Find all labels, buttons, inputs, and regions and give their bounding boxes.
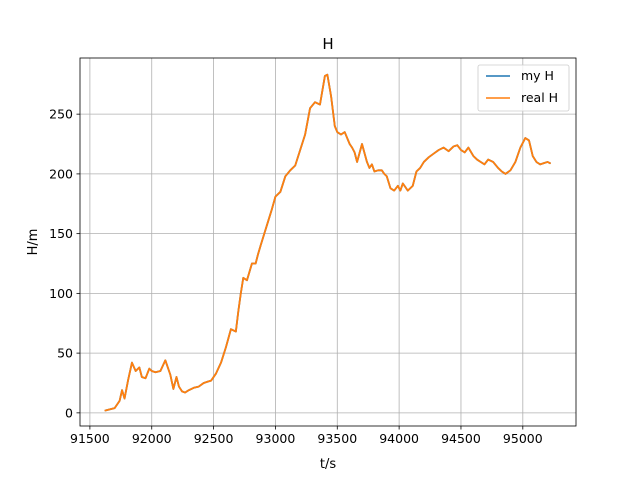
y-tick-label: 50 — [57, 346, 73, 361]
axes-frame — [79, 57, 577, 427]
y-tick-label: 200 — [49, 166, 73, 181]
y-tick-label: 150 — [49, 226, 73, 241]
legend-label-my-h: my H — [521, 68, 554, 83]
chart-title: H — [322, 35, 333, 53]
x-tick-label: 92500 — [194, 431, 234, 446]
x-tick-label: 95000 — [503, 431, 543, 446]
y-axis-label: H/m — [26, 229, 41, 256]
grid — [80, 58, 576, 426]
y-axis-ticks: 0 50 100 150 200 250 — [49, 107, 80, 420]
x-tick-label: 92000 — [132, 431, 172, 446]
x-tick-label: 93500 — [317, 431, 357, 446]
y-tick-label: 100 — [49, 286, 73, 301]
x-tick-label: 93000 — [256, 431, 296, 446]
x-tick-label: 91500 — [70, 431, 110, 446]
series-lines — [104, 73, 551, 412]
y-tick-label: 0 — [65, 405, 73, 420]
x-axis-label: t/s — [320, 457, 336, 472]
series-line-real-h — [104, 73, 551, 412]
legend-label-real-h: real H — [521, 90, 558, 105]
x-tick-label: 94000 — [379, 431, 419, 446]
x-tick-label: 94500 — [441, 431, 481, 446]
y-tick-label: 250 — [49, 107, 73, 122]
legend: my H real H — [477, 64, 570, 112]
x-axis-ticks: 91500 92000 92500 93000 93500 94000 94500 95000 — [70, 426, 543, 446]
